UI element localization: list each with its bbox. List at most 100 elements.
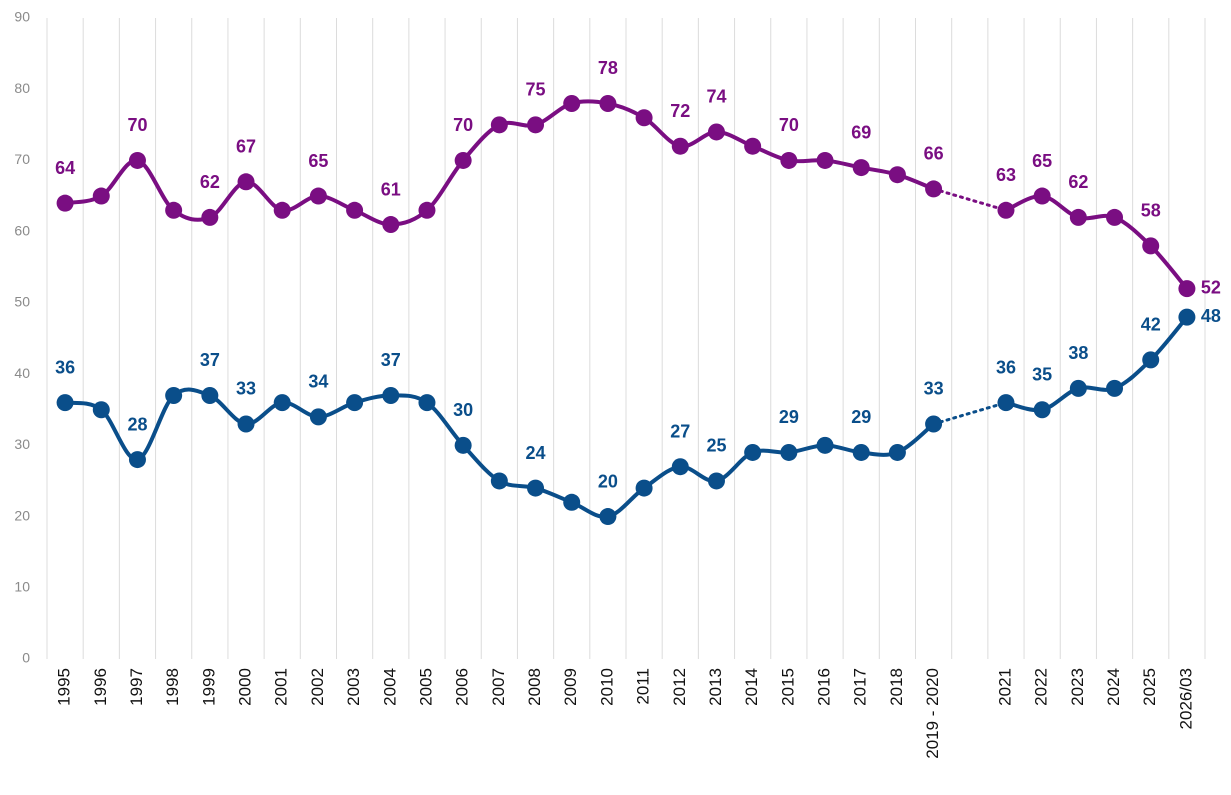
data-label: 48	[1201, 306, 1221, 326]
gap-connector	[932, 187, 1008, 212]
point	[780, 151, 798, 169]
point	[56, 194, 74, 212]
y-tick-label: 30	[14, 436, 30, 452]
x-tick-label: 2010	[597, 668, 616, 706]
point	[852, 443, 870, 461]
data-label: 70	[779, 115, 799, 135]
point	[780, 443, 798, 461]
point	[852, 159, 870, 177]
x-tick-label: 2016	[815, 668, 834, 706]
point	[744, 137, 762, 155]
data-label: 28	[127, 414, 147, 434]
point	[309, 187, 327, 205]
point	[888, 443, 906, 461]
x-tick-label: 2017	[851, 668, 870, 706]
point	[563, 94, 581, 112]
point	[165, 201, 183, 219]
point	[1033, 187, 1051, 205]
point	[92, 401, 110, 419]
point	[273, 201, 291, 219]
point	[201, 208, 219, 226]
data-label: 34	[308, 372, 328, 392]
data-label: 37	[381, 350, 401, 370]
point	[454, 151, 472, 169]
point	[816, 436, 834, 454]
point	[888, 166, 906, 184]
x-tick-label: 2015	[778, 668, 797, 706]
point	[599, 94, 617, 112]
point	[382, 216, 400, 234]
point	[1178, 280, 1196, 298]
series-line	[64, 387, 935, 519]
point	[1069, 379, 1087, 397]
x-tick-label: 2021	[995, 668, 1014, 706]
point	[563, 493, 581, 511]
point	[382, 386, 400, 404]
point	[56, 394, 74, 412]
x-tick-label: 2012	[670, 668, 689, 706]
x-tick-label: 2003	[344, 668, 363, 706]
x-tick-label: 1996	[91, 668, 110, 706]
data-label: 78	[598, 58, 618, 78]
x-tick-label: 1997	[127, 668, 146, 706]
point	[92, 187, 110, 205]
point	[346, 201, 364, 219]
x-tick-label: 2011	[634, 668, 653, 705]
x-tick-label: 2009	[561, 668, 580, 706]
data-label: 74	[706, 87, 726, 107]
point	[1033, 401, 1051, 419]
data-label: 36	[996, 357, 1016, 377]
data-label: 63	[996, 165, 1016, 185]
point	[925, 415, 943, 433]
data-label: 24	[526, 443, 546, 463]
point	[490, 472, 508, 490]
data-label: 70	[127, 115, 147, 135]
x-tick-label: 2024	[1104, 668, 1123, 706]
point	[1106, 379, 1124, 397]
y-tick-label: 10	[14, 578, 30, 594]
point	[128, 151, 146, 169]
x-tick-label: 1998	[163, 668, 182, 706]
point	[527, 479, 545, 497]
data-label: 27	[670, 421, 690, 441]
point	[165, 386, 183, 404]
x-tick-label: 2005	[416, 668, 435, 706]
x-tick-label: 2026/03	[1176, 668, 1195, 729]
data-label: 33	[924, 379, 944, 399]
gap-connector	[932, 401, 1008, 426]
point	[707, 472, 725, 490]
y-tick-label: 80	[14, 80, 30, 96]
data-label: 30	[453, 400, 473, 420]
point	[997, 201, 1015, 219]
x-tick-label: 1995	[55, 668, 74, 706]
point	[707, 123, 725, 141]
x-tick-label: 2018	[887, 668, 906, 706]
data-label: 65	[1032, 151, 1052, 171]
point	[273, 394, 291, 412]
point	[490, 116, 508, 134]
point	[925, 180, 943, 198]
data-label: 37	[200, 350, 220, 370]
point	[201, 386, 219, 404]
data-label: 35	[1032, 364, 1052, 384]
point	[237, 173, 255, 191]
data-label: 38	[1068, 343, 1088, 363]
data-label: 36	[55, 357, 75, 377]
point	[346, 394, 364, 412]
point	[309, 408, 327, 426]
x-tick-label: 2025	[1140, 668, 1159, 706]
data-label: 66	[924, 144, 944, 164]
point	[635, 109, 653, 127]
data-label: 61	[381, 179, 401, 199]
x-tick-label: 1999	[199, 668, 218, 706]
x-tick-label: 2023	[1068, 668, 1087, 706]
x-tick-label: 2008	[525, 668, 544, 706]
y-tick-label: 70	[14, 151, 30, 167]
point	[418, 201, 436, 219]
x-tick-label: 2004	[380, 668, 399, 706]
point	[527, 116, 545, 134]
data-label: 64	[55, 158, 75, 178]
y-tick-label: 20	[14, 507, 30, 523]
point	[1106, 208, 1124, 226]
